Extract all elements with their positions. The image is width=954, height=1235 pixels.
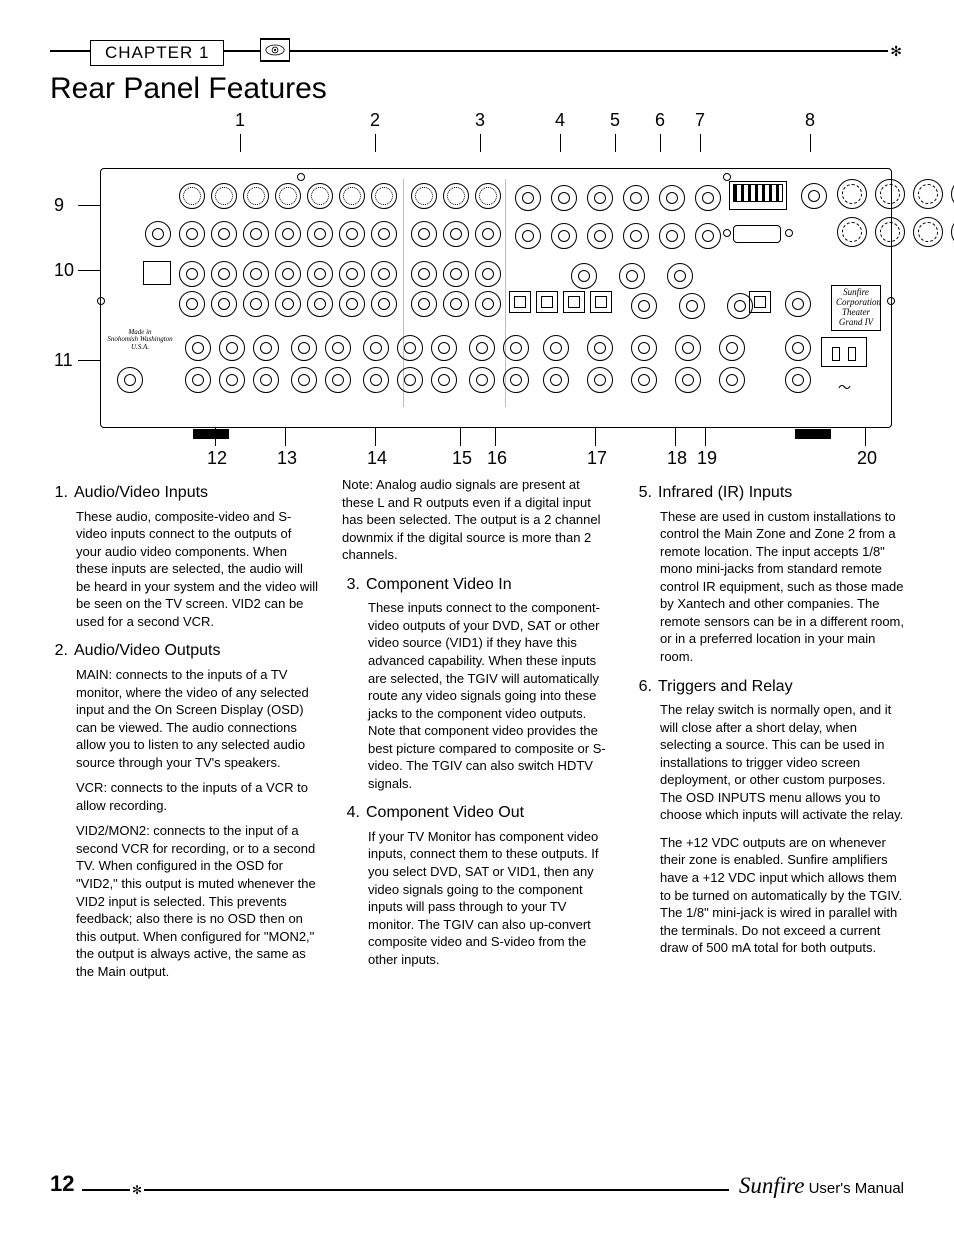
- power-inlet: [821, 337, 867, 367]
- body-text: These are used in custom installations t…: [660, 508, 904, 666]
- body-text: VID2/MON2: connects to the input of a se…: [76, 822, 320, 980]
- page-title: Rear Panel Features: [50, 72, 904, 106]
- body-text: These audio, composite-video and S-video…: [76, 508, 320, 631]
- body-text: VCR: connects to the inputs of a VCR to …: [76, 779, 320, 814]
- body-text: The +12 VDC outputs are on whenever thei…: [660, 834, 904, 957]
- panel-outline: Sunfire Corporation Theater Grand IV Mad…: [100, 168, 892, 428]
- section-heading: 1.Audio/Video Inputs: [50, 482, 320, 504]
- eye-icon: [260, 38, 290, 62]
- section-heading: 6.Triggers and Relay: [634, 676, 904, 698]
- star-icon: ✻: [888, 43, 904, 60]
- made-in-label: Made in Snohomish Washington U.S.A.: [105, 329, 175, 351]
- rear-panel-diagram: Sunfire Corporation Theater Grand IV Mad…: [50, 110, 904, 470]
- page-footer: 12 ✻ Sunfire User's Manual: [50, 1179, 904, 1209]
- section-heading: 3.Component Video In: [342, 574, 612, 596]
- footer-brand: Sunfire User's Manual: [729, 1173, 904, 1199]
- note-text: Note: Analog audio signals are present a…: [342, 476, 612, 564]
- chapter-label: CHAPTER 1: [90, 40, 224, 66]
- model-plate: Sunfire Corporation Theater Grand IV: [831, 285, 881, 331]
- body-columns: 1.Audio/Video Inputs These audio, composi…: [50, 476, 904, 988]
- star-icon: ✻: [130, 1183, 144, 1197]
- body-text: The relay switch is normally open, and i…: [660, 701, 904, 824]
- section-heading: 5.Infrared (IR) Inputs: [634, 482, 904, 504]
- body-text: These inputs connect to the component-vi…: [368, 599, 612, 792]
- section-heading: 4.Component Video Out: [342, 802, 612, 824]
- page-number: 12: [50, 1171, 82, 1197]
- body-text: If your TV Monitor has component video i…: [368, 828, 612, 968]
- header-rule: CHAPTER 1 ✻: [50, 40, 904, 62]
- body-text: MAIN: connects to the inputs of a TV mon…: [76, 666, 320, 771]
- section-heading: 2.Audio/Video Outputs: [50, 640, 320, 662]
